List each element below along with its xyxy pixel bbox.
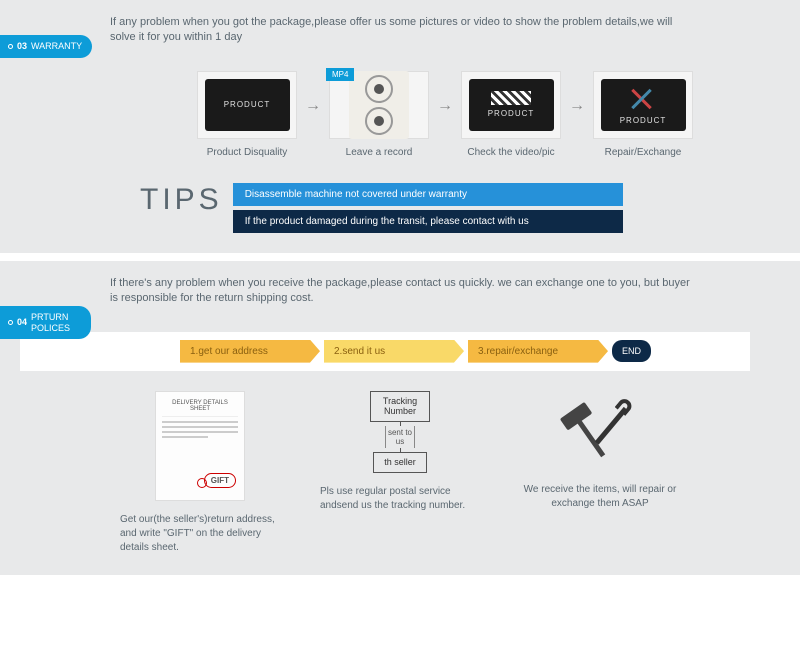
tips-row: TIPS Disassemble machine not covered und…	[10, 183, 790, 233]
return-caption: Get our(the seller's)return address, and…	[120, 513, 280, 555]
sheet-title: DELIVERY DETAILS SHEET	[162, 400, 238, 417]
gift-stamp: GIFT	[204, 473, 236, 488]
fc-box: th seller	[373, 452, 427, 473]
steps-row: 1.get our address 2.send it us 3.repair/…	[20, 332, 750, 371]
mp4-tag: MP4	[326, 68, 354, 81]
return-caption: Pls use regular postal service andsend u…	[320, 485, 480, 513]
product-screen: PRODUCT	[469, 79, 554, 131]
flow-label: Leave a record	[346, 147, 413, 158]
return-item: We receive the items, will repair or exc…	[520, 391, 680, 555]
warranty-flow: PRODUCT Product Disquality → MP4 Leave a…	[10, 61, 790, 168]
step-chevron: 3.repair/exchange	[468, 340, 608, 363]
tips-bars: Disassemble machine not covered under wa…	[233, 183, 623, 233]
badge-number: 04	[17, 317, 27, 328]
step-chevron: 2.send it us	[324, 340, 464, 363]
dot-icon	[8, 320, 13, 325]
flow-label: Repair/Exchange	[605, 147, 682, 158]
fc-mid: sent to us	[385, 426, 415, 448]
return-section: 04 PRTURN POLICES If there's any problem…	[0, 261, 800, 575]
return-badge: 04 PRTURN POLICES	[0, 306, 91, 340]
tip-bar: Disassemble machine not covered under wa…	[233, 183, 623, 206]
dot-icon	[8, 44, 13, 49]
arrow-icon: →	[569, 97, 585, 115]
warranty-intro: If any problem when you got the package,…	[10, 15, 690, 61]
arrow-icon: →	[305, 97, 321, 115]
warranty-section: 03 WARRANTY If any problem when you got …	[0, 0, 800, 253]
tips-heading: TIPS	[140, 183, 223, 233]
check-video-icon: PRODUCT	[461, 71, 561, 139]
step-chevron: 1.get our address	[180, 340, 320, 363]
return-item: Tracking Number sent to us th seller Pls…	[320, 391, 480, 555]
tracking-flowchart-icon: Tracking Number sent to us th seller	[370, 391, 430, 473]
speaker-icon	[349, 71, 409, 139]
return-intro: If there's any problem when you receive …	[10, 276, 690, 322]
arrow-icon: →	[437, 97, 453, 115]
flow-label: Check the video/pic	[467, 147, 554, 158]
product-screen: PRODUCT	[205, 79, 290, 131]
delivery-sheet-icon: DELIVERY DETAILS SHEET GIFT	[155, 391, 245, 501]
product-disquality-icon: PRODUCT	[197, 71, 297, 139]
flow-item: PRODUCT Repair/Exchange	[593, 71, 693, 158]
return-caption: We receive the items, will repair or exc…	[520, 483, 680, 511]
tools-icon	[560, 391, 640, 471]
end-chip: END	[612, 340, 651, 362]
product-screen: PRODUCT	[601, 79, 686, 131]
badge-number: 03	[17, 41, 27, 52]
flow-item: PRODUCT Product Disquality	[197, 71, 297, 158]
return-item: DELIVERY DETAILS SHEET GIFT Get our(the …	[120, 391, 280, 555]
badge-label: PRTURN POLICES	[31, 312, 81, 334]
return-items: DELIVERY DETAILS SHEET GIFT Get our(the …	[10, 391, 790, 555]
fc-box: Tracking Number	[370, 391, 430, 423]
leave-record-icon: MP4	[329, 71, 429, 139]
tip-bar: If the product damaged during the transi…	[233, 210, 623, 233]
badge-label: WARRANTY	[31, 41, 82, 52]
repair-exchange-icon: PRODUCT	[593, 71, 693, 139]
flow-label: Product Disquality	[207, 147, 288, 158]
warranty-badge: 03 WARRANTY	[0, 35, 92, 58]
flow-item: MP4 Leave a record	[329, 71, 429, 158]
flow-item: PRODUCT Check the video/pic	[461, 71, 561, 158]
